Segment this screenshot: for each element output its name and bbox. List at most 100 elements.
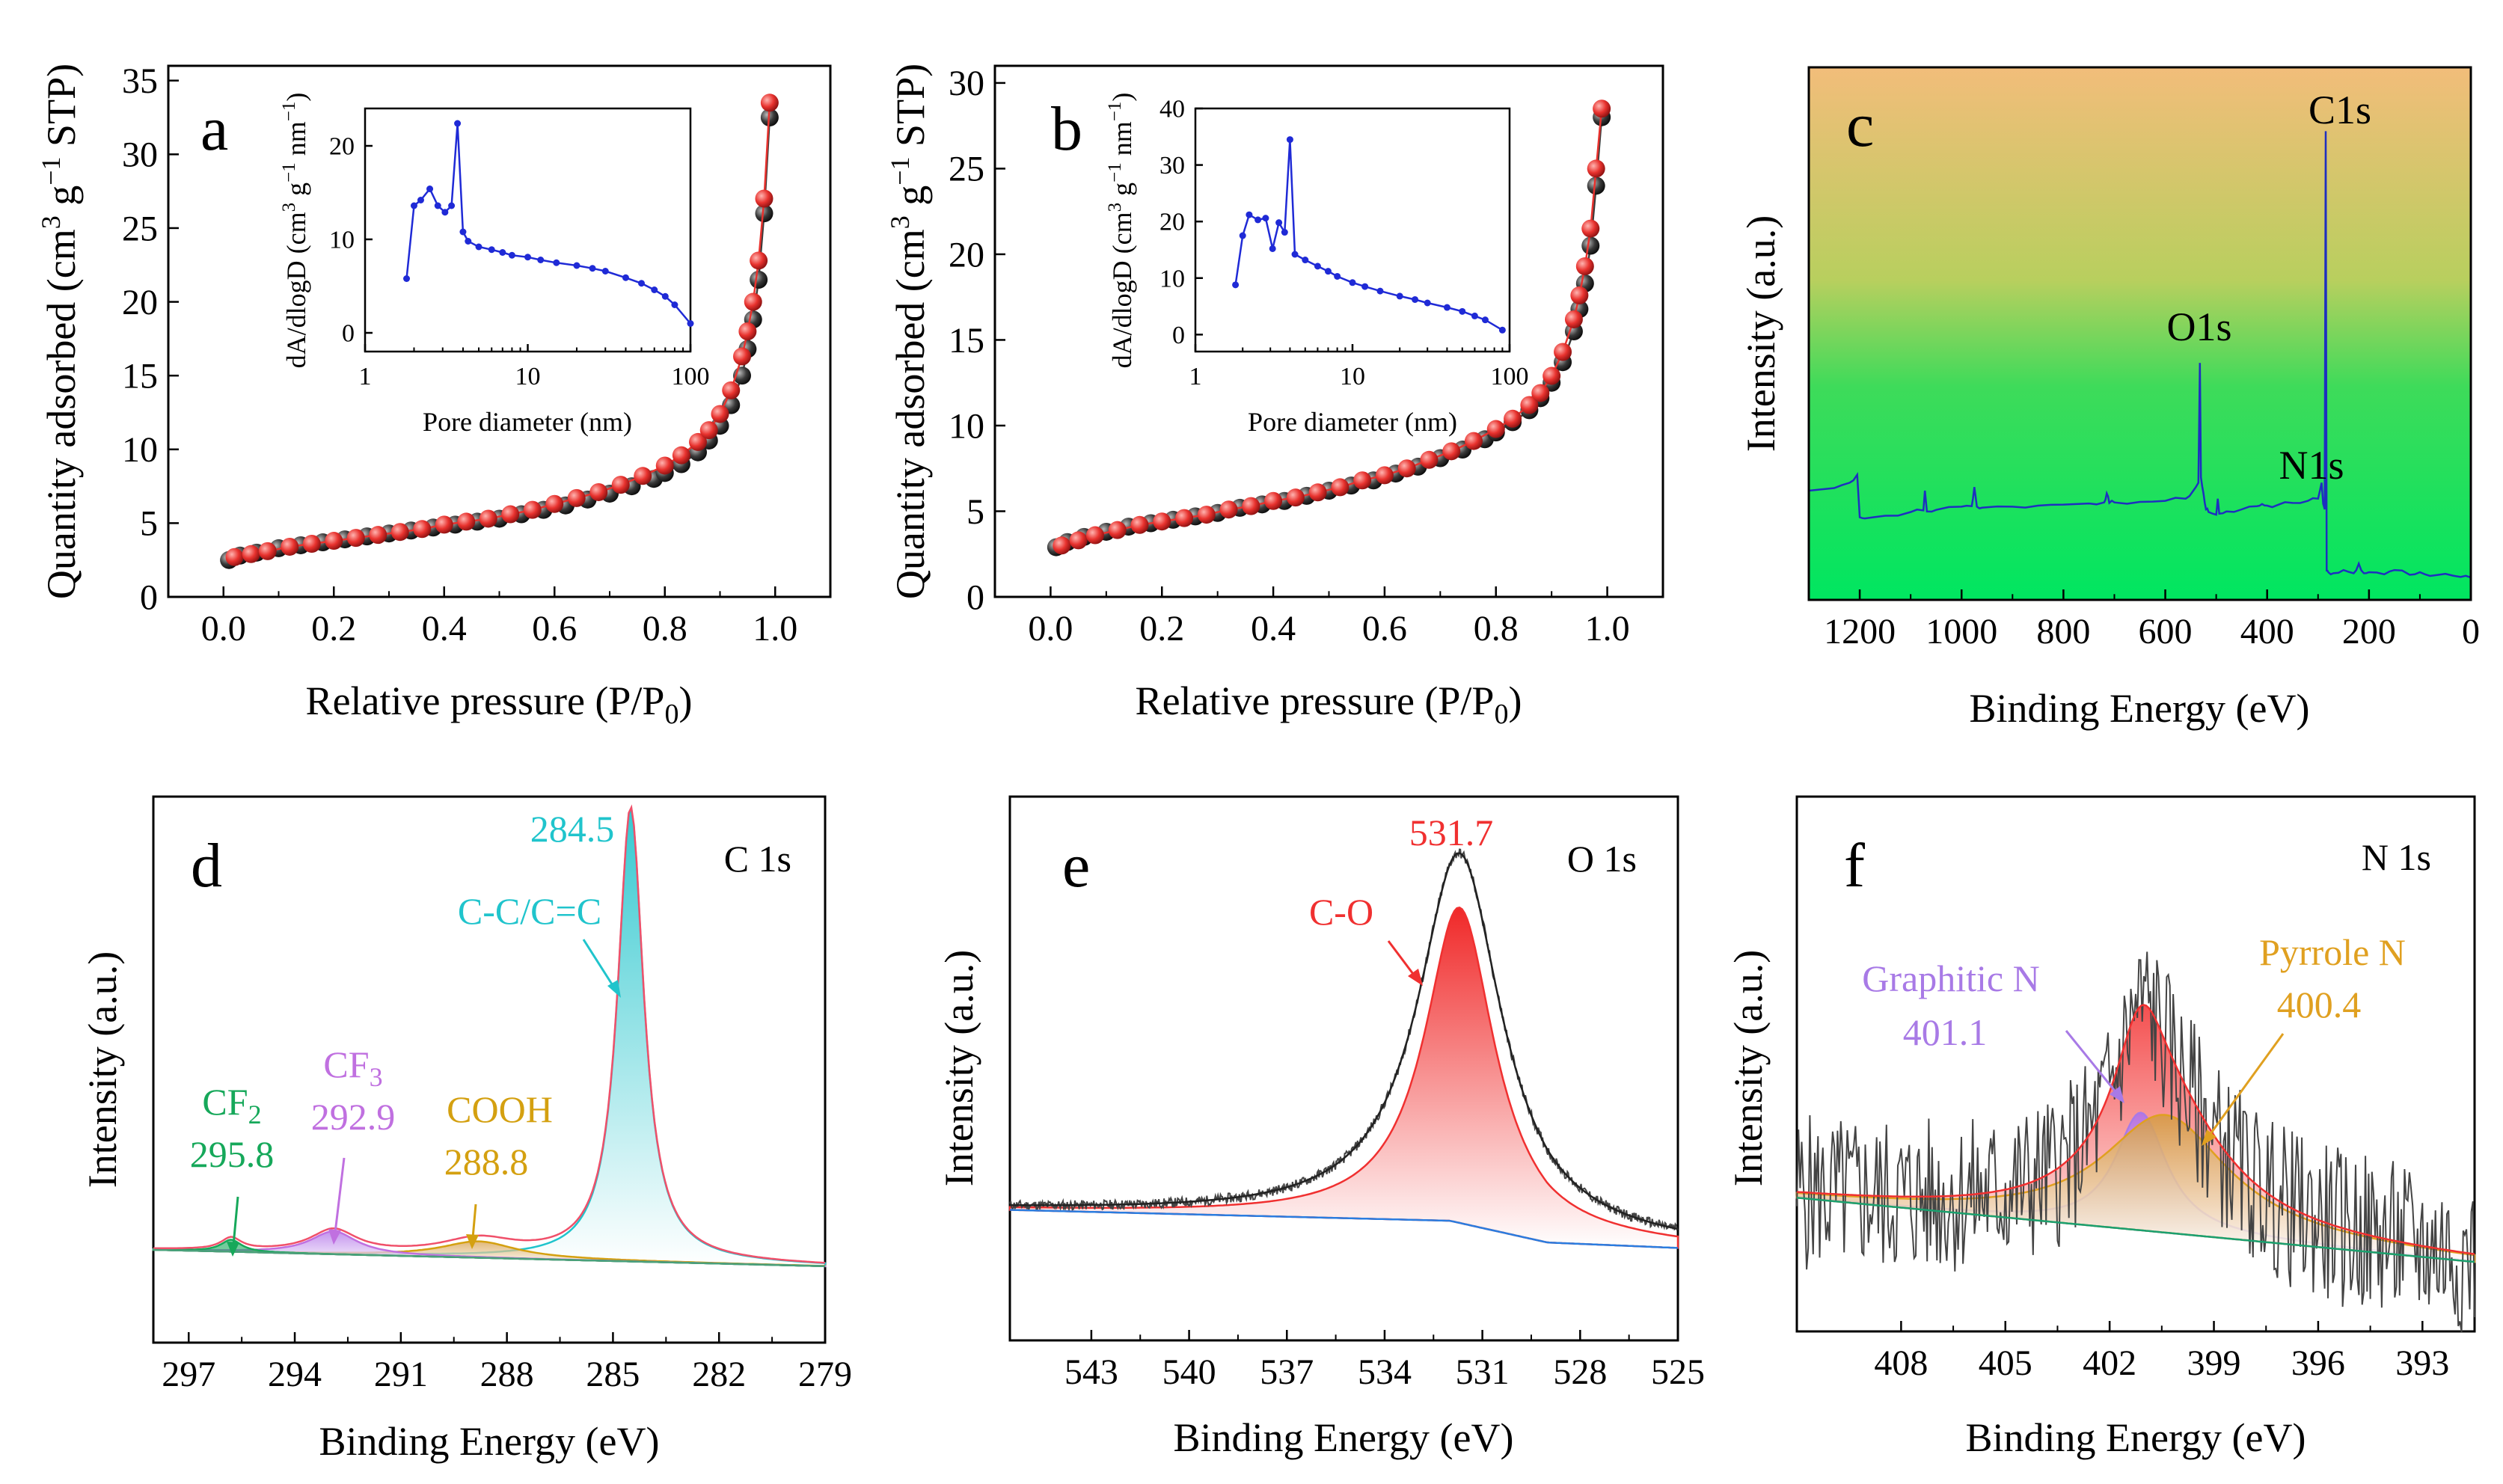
adsorption-point — [302, 535, 321, 553]
label-cf2-name: CF2 — [202, 1081, 261, 1129]
adsorption-point — [413, 520, 432, 539]
peak-labels: C1s O1s N1s — [2166, 88, 2371, 488]
y-tick-label: 20 — [949, 235, 984, 275]
adsorption-point — [1593, 99, 1611, 118]
x-tick-label: 543 — [1064, 1352, 1118, 1392]
arrowhead-graphitic — [2110, 1086, 2124, 1103]
adsorption-point — [346, 529, 365, 548]
psd-point — [573, 262, 580, 269]
adsorption-point — [1420, 450, 1439, 469]
y-tick-label: 0 — [1172, 322, 1185, 349]
y-tick-label: 30 — [122, 135, 158, 175]
corner-label: C 1s — [724, 838, 791, 880]
adsorption-point — [1570, 286, 1589, 304]
psd-point — [1324, 268, 1332, 275]
x-tick-label: 399 — [2187, 1343, 2241, 1383]
psd-point — [1376, 287, 1384, 295]
panel-letter: b — [1051, 94, 1082, 164]
panel-letter: a — [200, 94, 228, 164]
adsorption-point — [1130, 515, 1149, 534]
x-tick-label: 531 — [1456, 1352, 1510, 1392]
adsorption-point — [1264, 491, 1283, 510]
panel-e-xps-o1s: 543 540 537 534 531 528 525 e O 1s Binding Ene… — [937, 795, 1705, 1460]
raw-spectrum — [1796, 951, 2475, 1332]
adsorption-point — [689, 432, 707, 451]
fit-marks — [1008, 848, 1679, 1249]
y-axis-label: Quantity adsorbed (cm3 g−1 STP) — [885, 64, 933, 599]
psd-point — [1481, 316, 1489, 324]
adsorption-point — [567, 488, 586, 507]
peak-annotations: Graphitic N 401.1 Pyrrole N 400.4 — [1862, 931, 2406, 1146]
y-tick-label: 0 — [342, 320, 355, 348]
y-tick-label: 10 — [122, 430, 158, 470]
x-tick-label: 0.8 — [643, 609, 687, 649]
label-cf2-value: 295.8 — [190, 1133, 275, 1175]
psd-point — [524, 254, 531, 261]
y-tick-label: 35 — [122, 61, 158, 101]
arrowhead-cooh — [466, 1234, 479, 1249]
psd-point — [589, 265, 596, 272]
adsorption-point — [1581, 219, 1600, 238]
adsorption-point — [457, 512, 476, 531]
corner-label: N 1s — [2362, 836, 2431, 878]
envelope-line — [1796, 1004, 2475, 1255]
y-tick-label: 15 — [122, 356, 158, 396]
peak-annotations: 284.5 C-C/C=C CF2 295.8 CF3 292.9 COOH 2… — [190, 808, 621, 1257]
x-tick-label: 0.6 — [1362, 609, 1407, 649]
desorption-point — [755, 204, 773, 223]
x-tick-label: 800 — [2036, 612, 2090, 651]
psd-point — [1334, 272, 1341, 280]
adsorption-point — [1531, 384, 1550, 402]
x-tick-label: 200 — [2342, 612, 2396, 651]
psd-point — [434, 202, 441, 209]
fit-marks — [152, 804, 827, 1268]
inset-x-label: Pore diameter (nm) — [1248, 407, 1457, 437]
adsorption-point — [589, 482, 608, 501]
x-tick-label: 0.8 — [1474, 609, 1519, 649]
adsorption-point — [435, 515, 453, 534]
inset-axes: 1 10 100 0 10 20 30 40 — [1159, 96, 1529, 390]
psd-point — [448, 202, 456, 209]
adsorption-line — [234, 102, 771, 559]
adsorption-point — [750, 251, 768, 270]
adsorption-point — [1564, 310, 1583, 328]
x-tick-label: 402 — [2083, 1343, 2136, 1383]
adsorption-point — [738, 322, 757, 340]
adsorption-point — [1442, 442, 1461, 461]
label-cf3-name: CF3 — [323, 1043, 382, 1092]
x-axis-label: Binding Energy (eV) — [1970, 686, 2310, 731]
x-tick-label: 282 — [692, 1355, 746, 1394]
y-tick-label: 10 — [1159, 265, 1185, 292]
adsorption-point — [523, 500, 542, 519]
adsorption-point — [545, 494, 564, 513]
x-tick-label: 1.0 — [753, 609, 797, 649]
desorption-point — [1581, 236, 1600, 255]
arrowhead-pyrrole — [2202, 1129, 2216, 1146]
survey-spectrum — [1808, 131, 2472, 579]
arrowhead-cf3 — [328, 1229, 341, 1245]
label-cc-value: 284.5 — [530, 808, 615, 850]
x-tick-label: 408 — [1874, 1343, 1928, 1383]
x-tick-label: 100 — [1491, 363, 1529, 390]
psd-point — [475, 243, 482, 251]
y-tick-label: 20 — [1159, 209, 1185, 236]
peak-label-c1s: C1s — [2309, 88, 2371, 132]
arrow-cf2 — [232, 1196, 239, 1246]
x-tick-label: 10 — [1340, 363, 1365, 390]
inset-marks — [403, 120, 694, 327]
y-tick-label: 20 — [122, 283, 158, 322]
arrow-cf3 — [334, 1157, 346, 1233]
adsorption-point — [501, 505, 520, 524]
psd-point — [1291, 251, 1299, 258]
psd-point — [1349, 279, 1356, 286]
psd-point — [1459, 307, 1466, 315]
x-tick-label: 534 — [1358, 1352, 1412, 1392]
y-tick-label: 40 — [1159, 96, 1185, 123]
adsorption-point — [1504, 409, 1522, 428]
arrow-graphitic — [2065, 1030, 2118, 1094]
adsorption-point — [634, 467, 652, 485]
component-c-o — [1008, 906, 1679, 1249]
adsorption-point — [258, 542, 277, 560]
psd-point — [403, 275, 411, 282]
